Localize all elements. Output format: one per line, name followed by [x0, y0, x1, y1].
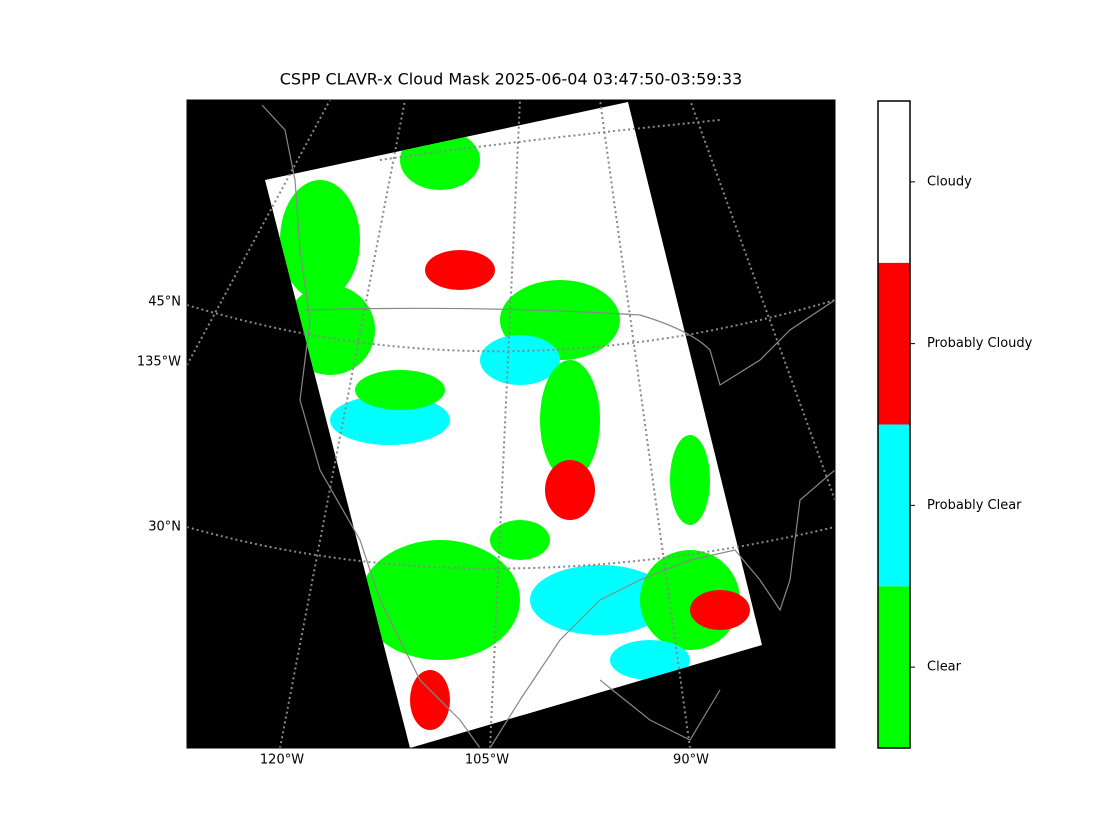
- coastlines: [261, 104, 835, 748]
- lon-label: 105°W: [465, 753, 509, 768]
- colorbar-frame: [877, 100, 911, 749]
- lat-label: 30°N: [148, 520, 181, 535]
- colorbar-label: Cloudy: [927, 174, 972, 189]
- lat-label: 45°N: [148, 295, 181, 310]
- map: [187, 100, 835, 748]
- title: CSPP CLAVR-x Cloud Mask 2025-06-04 03:47…: [280, 70, 742, 89]
- graticule: [187, 100, 835, 748]
- colorbar-segment: [878, 262, 910, 425]
- colorbar-segment: [878, 101, 910, 263]
- colorbar-label: Probably Clear: [927, 498, 1022, 513]
- map-frame: [186, 99, 836, 749]
- colorbar-label: Probably Cloudy: [927, 336, 1033, 351]
- lon-label: 135°W: [137, 355, 181, 370]
- colorbar-segment: [878, 586, 910, 748]
- colorbar: Clear Probably Clear Probably Cloudy Cloudy: [877, 100, 1033, 749]
- lon-label: 120°W: [260, 753, 304, 768]
- colorbar-label: Clear: [927, 660, 962, 675]
- lon-label: 90°W: [673, 753, 709, 768]
- colorbar-segment: [878, 424, 910, 587]
